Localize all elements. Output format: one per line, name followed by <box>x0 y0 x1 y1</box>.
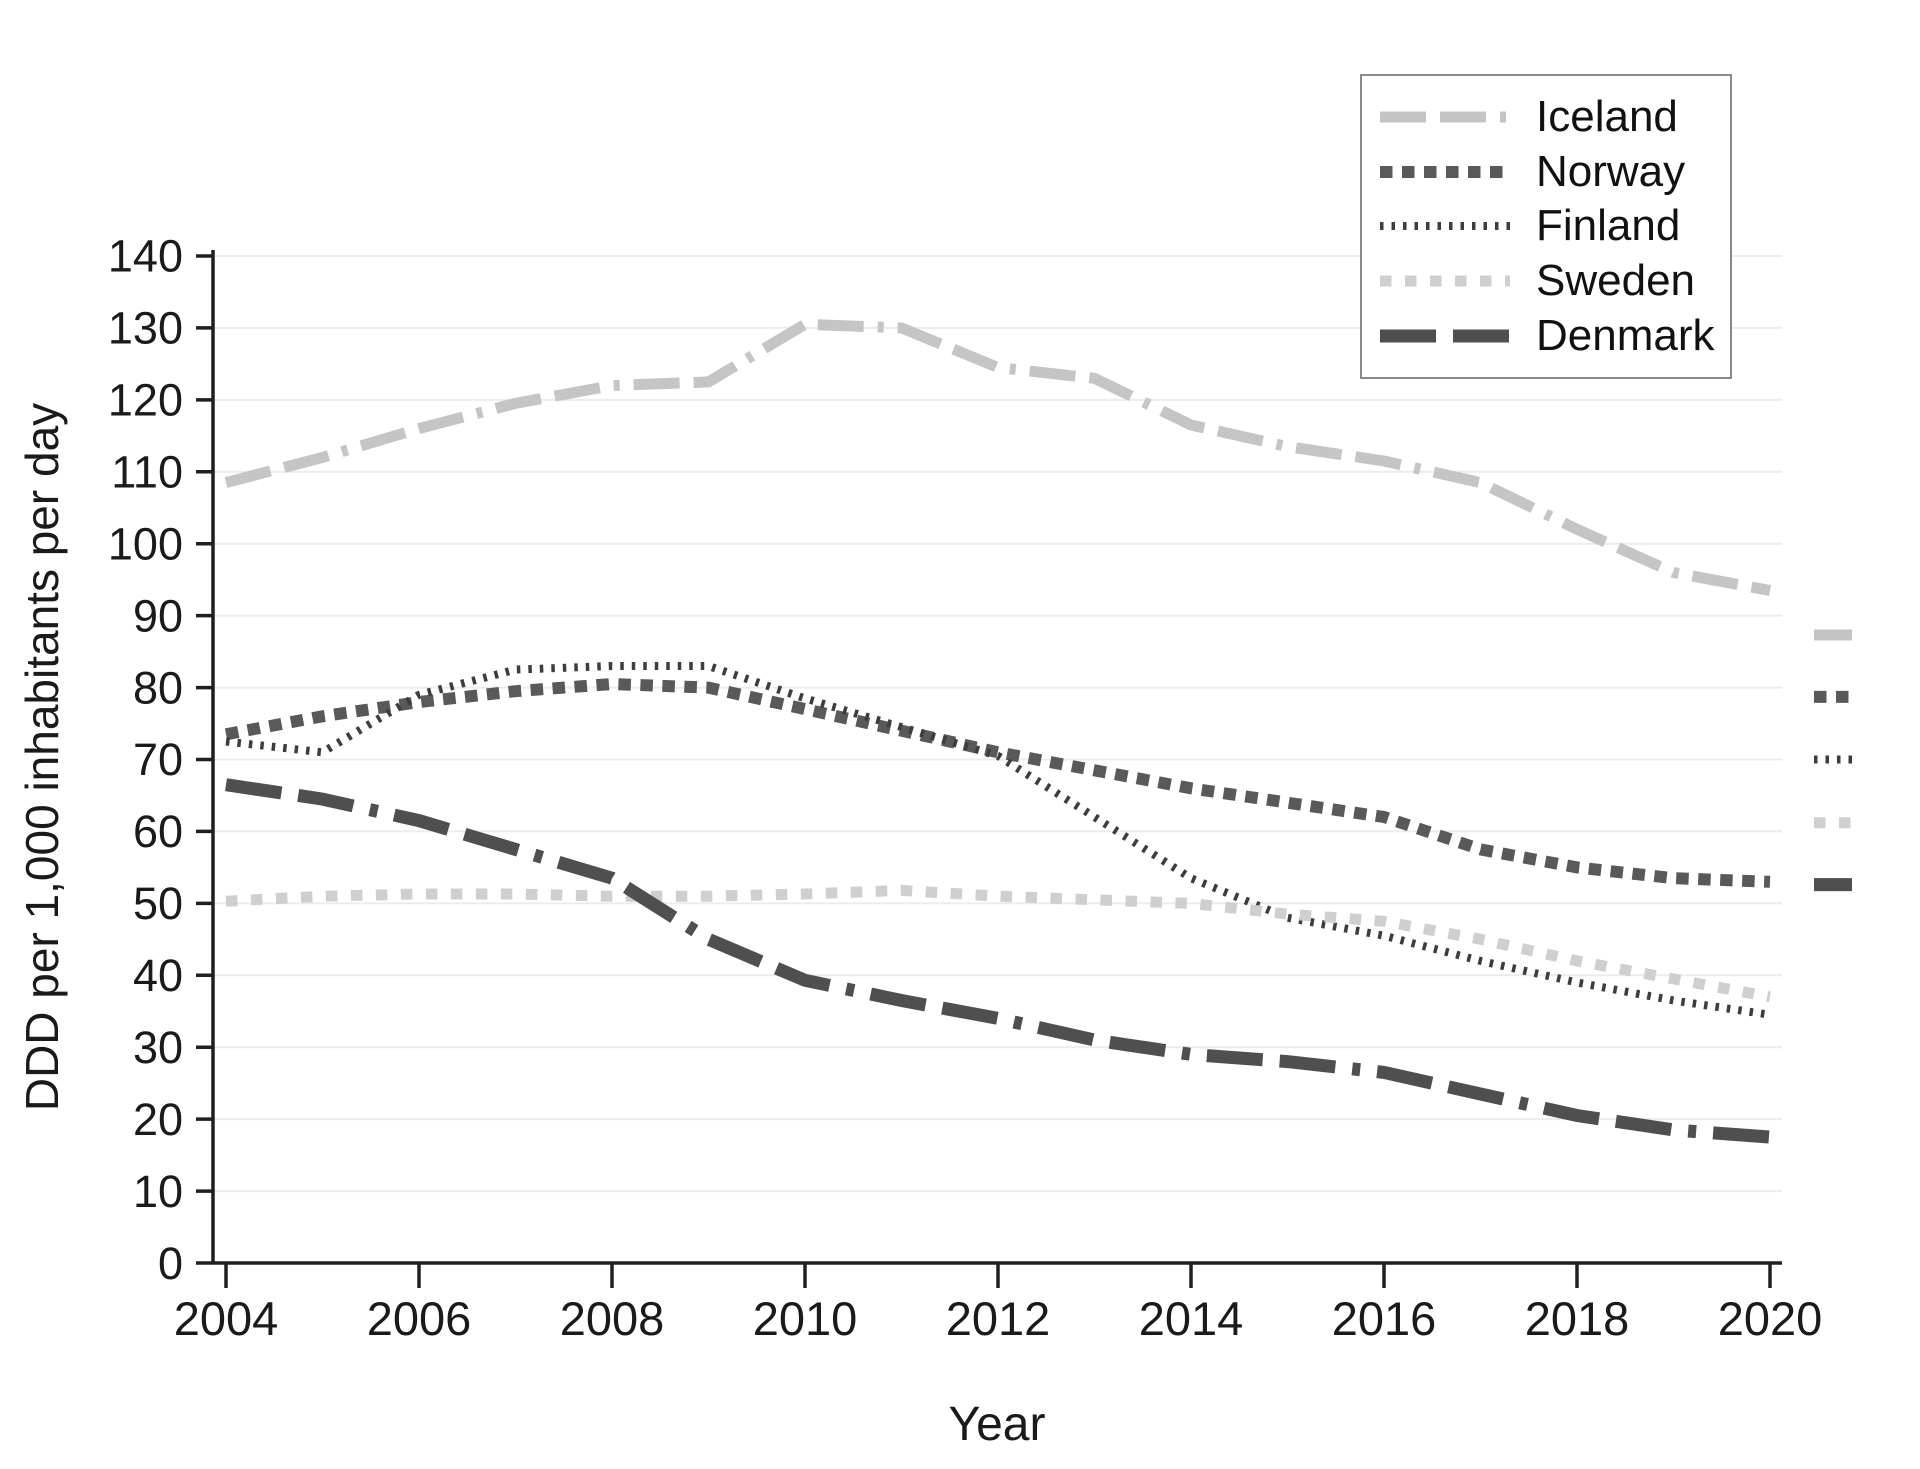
series-line-iceland <box>224 318 1772 596</box>
y-tick-label: 130 <box>108 303 183 354</box>
y-tick-label: 140 <box>108 231 183 282</box>
legend-row-norway: Norway <box>1380 147 1712 197</box>
legend-row-iceland: Iceland <box>1380 92 1712 142</box>
y-tick-label: 60 <box>133 806 183 857</box>
x-tick-label: 2008 <box>560 1292 665 1345</box>
series-line-finland <box>225 662 1771 1019</box>
legend-label-norway: Norway <box>1536 146 1686 196</box>
legend: Iceland Norway Finland Sweden Denmark <box>1360 74 1732 379</box>
y-tick-label: 110 <box>111 447 183 498</box>
data-series-lines <box>224 318 1772 1144</box>
x-axis-title: Year <box>949 1398 1046 1451</box>
y-tick-label: 50 <box>133 878 183 929</box>
y-tick-label: 90 <box>133 590 183 641</box>
y-tick-label: 30 <box>133 1022 183 1073</box>
y-tick-label: 0 <box>158 1238 183 1289</box>
x-tick-label: 2014 <box>1139 1292 1244 1345</box>
series-line-denmark <box>225 778 1771 1144</box>
series-line-norway <box>224 677 1771 888</box>
y-tick-label: 40 <box>133 950 183 1001</box>
x-tick-label: 2006 <box>367 1292 472 1345</box>
legend-label-finland: Finland <box>1536 201 1681 251</box>
y-tick-label: 80 <box>133 662 183 713</box>
legend-key-denmark <box>1380 329 1510 343</box>
x-tick-label: 2018 <box>1525 1292 1630 1345</box>
legend-key-iceland <box>1380 111 1510 123</box>
right-edge-key-marks <box>1814 629 1852 892</box>
legend-label-sweden: Sweden <box>1536 256 1696 306</box>
legend-label-iceland: Iceland <box>1536 92 1678 142</box>
y-tick-label: 10 <box>133 1166 183 1217</box>
series-line-sweden <box>225 884 1772 1003</box>
axes: 0 10 20 30 40 50 60 70 80 90 100 110 120 130 140 2004 20… <box>108 231 1822 1345</box>
x-tick-label: 2020 <box>1718 1292 1823 1345</box>
legend-key-norway <box>1380 165 1510 178</box>
legend-row-denmark: Denmark <box>1380 310 1715 361</box>
legend-label-denmark: Denmark <box>1536 310 1715 360</box>
gridlines <box>213 254 1782 1193</box>
legend-row-finland: Finland <box>1380 201 1712 251</box>
legend-key-finland <box>1380 222 1510 231</box>
x-tick-label: 2016 <box>1332 1292 1437 1345</box>
x-tick-label: 2004 <box>174 1292 279 1345</box>
y-tick-label: 120 <box>108 375 183 426</box>
y-tick-label: 20 <box>133 1094 183 1145</box>
y-tick-label: 70 <box>133 734 183 785</box>
legend-key-sweden <box>1380 275 1510 287</box>
y-axis-title: DDD per 1,000 inhabitants per day <box>16 403 68 1111</box>
x-tick-label: 2012 <box>946 1292 1051 1345</box>
legend-row-sweden: Sweden <box>1380 256 1712 306</box>
y-tick-label: 100 <box>108 518 183 569</box>
x-tick-label: 2010 <box>753 1292 858 1345</box>
